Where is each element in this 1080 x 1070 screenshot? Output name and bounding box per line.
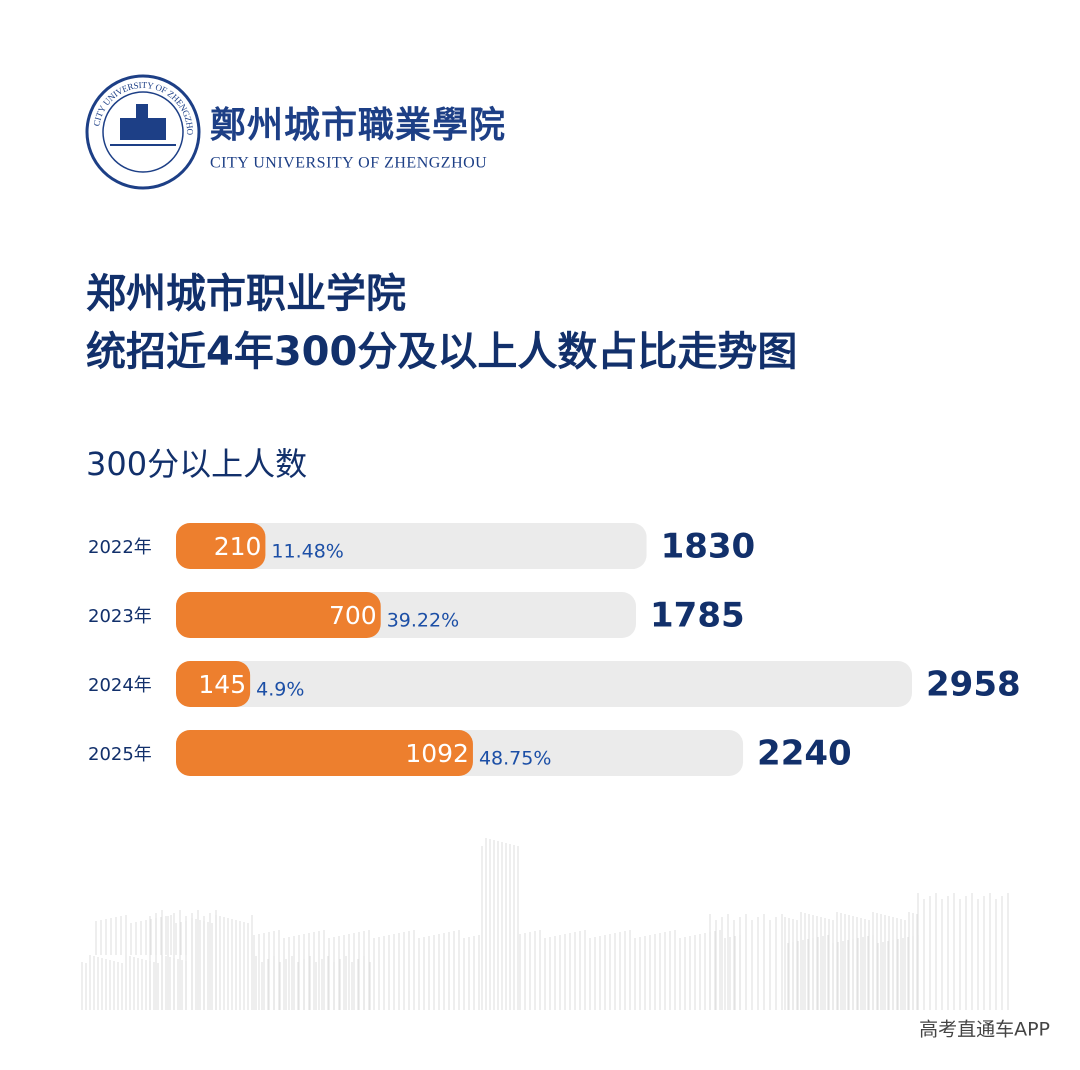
part-label: 700 [329,601,377,630]
y-tick-label: 2025年 [88,744,152,765]
bars: 2022年 1830 210 11.48% 2023年 1785 700 39.22% 2024… [88,523,1021,776]
emblem-building [120,118,166,140]
logo: CITY UNIVERSITY OF ZHENGZHOU 鄭州城市職業學院 CI… [0,0,506,190]
bar-total [176,661,912,707]
total-label: 1785 [650,596,745,636]
skyline [81,838,1009,1010]
total-label: 2240 [757,734,852,774]
y-tick-label: 2023年 [88,606,152,627]
y-tick-label: 2024年 [88,675,152,696]
share-label: 39.22% [387,610,459,632]
logo-name-en: CITY UNIVERSITY OF ZHENGZHOU [210,155,487,172]
share-label: 48.75% [479,748,551,770]
subtitle: 300分以上人数 [86,445,307,483]
total-label: 2958 [926,665,1021,705]
bar-total [176,523,647,569]
y-tick-label: 2022年 [88,537,152,558]
bar-part [176,523,266,569]
share-label: 4.9% [256,679,304,701]
part-label: 145 [198,670,246,699]
bar-part [176,661,251,707]
emblem-inner [102,91,184,173]
total-label: 1830 [661,527,756,567]
part-label: 1092 [405,739,469,768]
title-line: 统招近4年300分及以上人数占比走势图 [86,329,797,375]
bar-part [176,730,473,776]
bar-part [176,592,381,638]
part-label: 210 [214,532,262,561]
logo-name-cn: 鄭州城市職業學院 [210,104,506,146]
emblem-ring [85,74,201,190]
emblem-text: CITY UNIVERSITY OF ZHENGZHOU [0,0,195,136]
emblem-tower [136,104,148,118]
watermark: 高考直通车APP [919,1019,1050,1041]
title-line: 郑州城市职业学院 [86,271,406,317]
share-label: 11.48% [271,541,343,563]
